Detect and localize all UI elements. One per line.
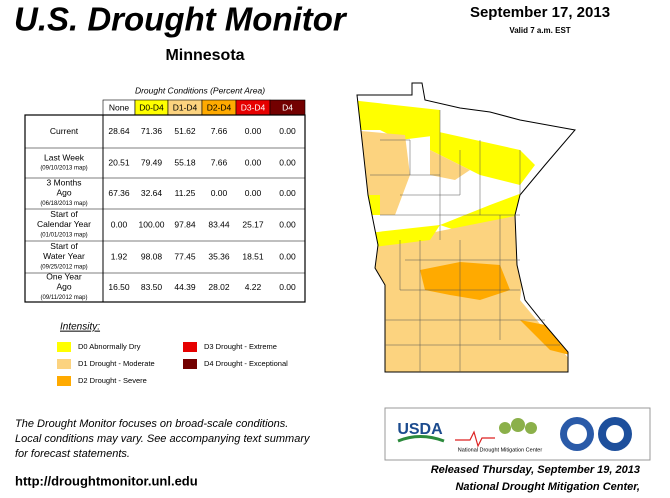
legend-label: D3 Drought - Extreme [204, 342, 277, 351]
column-header: D4 [282, 102, 293, 112]
legend-swatch [57, 359, 71, 369]
cell-value: 67.36 [108, 188, 130, 198]
state: Minnesota [165, 47, 244, 64]
legend: D0 Abnormally Dry D1 Drought - Moderate D2… [57, 342, 288, 386]
cell-value: 100.00 [139, 219, 165, 229]
cell-value: 77.45 [174, 251, 196, 261]
cell-value: 20.51 [108, 157, 130, 167]
table-body [24, 114, 306, 303]
legend-swatch [57, 342, 71, 352]
row-label: Start of Water Year [43, 241, 85, 261]
cell-value: 0.00 [245, 126, 262, 136]
legend-swatch [57, 376, 71, 386]
cell-value: 0.00 [211, 188, 228, 198]
cell-value: 0.00 [279, 219, 296, 229]
ndmc-logo: National Drought Mitigation Center [458, 447, 543, 453]
legend-label: D4 Drought - Exceptional [204, 359, 288, 368]
valid: Valid 7 a.m. EST [509, 26, 570, 35]
row-label: Current [50, 126, 79, 136]
cell-value: 0.00 [279, 282, 296, 292]
legend-label: D2 Drought - Severe [78, 376, 147, 385]
cell-value: 4.22 [245, 282, 262, 292]
cell-value: 7.66 [211, 157, 228, 167]
row-label: 3 Months Ago [47, 178, 82, 198]
cell-value: 25.17 [242, 219, 264, 229]
cell-value: 11.25 [175, 188, 196, 198]
column-header: D1-D4 [173, 102, 198, 112]
cell-value: 71.36 [141, 126, 163, 136]
legend-swatch [183, 359, 197, 369]
cell-value: 79.49 [141, 157, 163, 167]
row-label: Last Week [44, 152, 85, 162]
legend-label: D0 Abnormally Dry [78, 342, 141, 351]
note-line: for forecast statements. [15, 448, 130, 460]
row-label: One Year Ago [46, 272, 82, 292]
cell-value: 83.50 [141, 282, 163, 292]
released: National Drought Mitigation Center, [455, 481, 640, 493]
cell-value: 16.50 [108, 282, 130, 292]
date: September 17, 2013 [470, 4, 610, 21]
cell-value: 0.00 [245, 188, 262, 198]
note-line: The Drought Monitor focuses on broad-sca… [15, 418, 288, 430]
row-label: Start of Calendar Year [37, 209, 91, 229]
column-header: None [109, 102, 130, 112]
cell-value: 55.18 [174, 157, 196, 167]
cell-value: 35.36 [208, 251, 230, 261]
cell-value: 18.51 [242, 251, 264, 261]
legend-label: D1 Drought - Moderate [78, 359, 155, 368]
legend-title: Intensity: [60, 322, 100, 333]
table: None D0-D4 D1-D4 D2-D4 D3-D4 D4 Current 28.64 71… [24, 99, 306, 303]
row-sublabel: (09/10/2013 map) [40, 166, 87, 172]
cell-value: 28.02 [208, 282, 230, 292]
row-sublabel: (09/11/2012 map) [41, 295, 88, 301]
cell-value: 0.00 [279, 251, 296, 261]
cell-value: 51.62 [174, 126, 196, 136]
column-header: D3-D4 [241, 102, 266, 112]
column-header: D0-D4 [139, 102, 164, 112]
cell-value: 1.92 [111, 251, 128, 261]
title: U.S. Drought Monitor [14, 1, 348, 38]
cell-value: 0.00 [279, 188, 296, 198]
legend-swatch [183, 342, 197, 352]
row-sublabel: (06/18/2013 map) [40, 201, 87, 207]
released: Released Thursday, September 19, 2013 [431, 464, 640, 476]
cell-value: 98.08 [141, 251, 163, 261]
logo-box: USDA National Drought Mitigation Center [384, 407, 651, 461]
url: http://droughtmonitor.unl.edu [15, 473, 198, 488]
column-header: D2-D4 [207, 102, 232, 112]
cell-value: 32.64 [141, 188, 163, 198]
note-line: Local conditions may vary. See accompany… [15, 433, 311, 445]
cell-value: 7.66 [211, 126, 228, 136]
row-sublabel: (09/25/2012 map) [40, 265, 87, 271]
usda-logo: USDA [397, 421, 443, 438]
cell-value: 83.44 [208, 219, 230, 229]
map [356, 82, 576, 373]
cell-value: 28.64 [108, 126, 130, 136]
cell-value: 0.00 [279, 157, 296, 167]
cell-value: 44.39 [174, 282, 196, 292]
cell-value: 0.00 [279, 126, 296, 136]
cell-value: 97.84 [174, 219, 196, 229]
cell-value: 0.00 [111, 219, 128, 229]
cell-value: 0.00 [245, 157, 262, 167]
row-sublabel: (01/01/2013 map) [40, 233, 87, 239]
table-caption: Drought Conditions (Percent Area) [135, 85, 265, 95]
